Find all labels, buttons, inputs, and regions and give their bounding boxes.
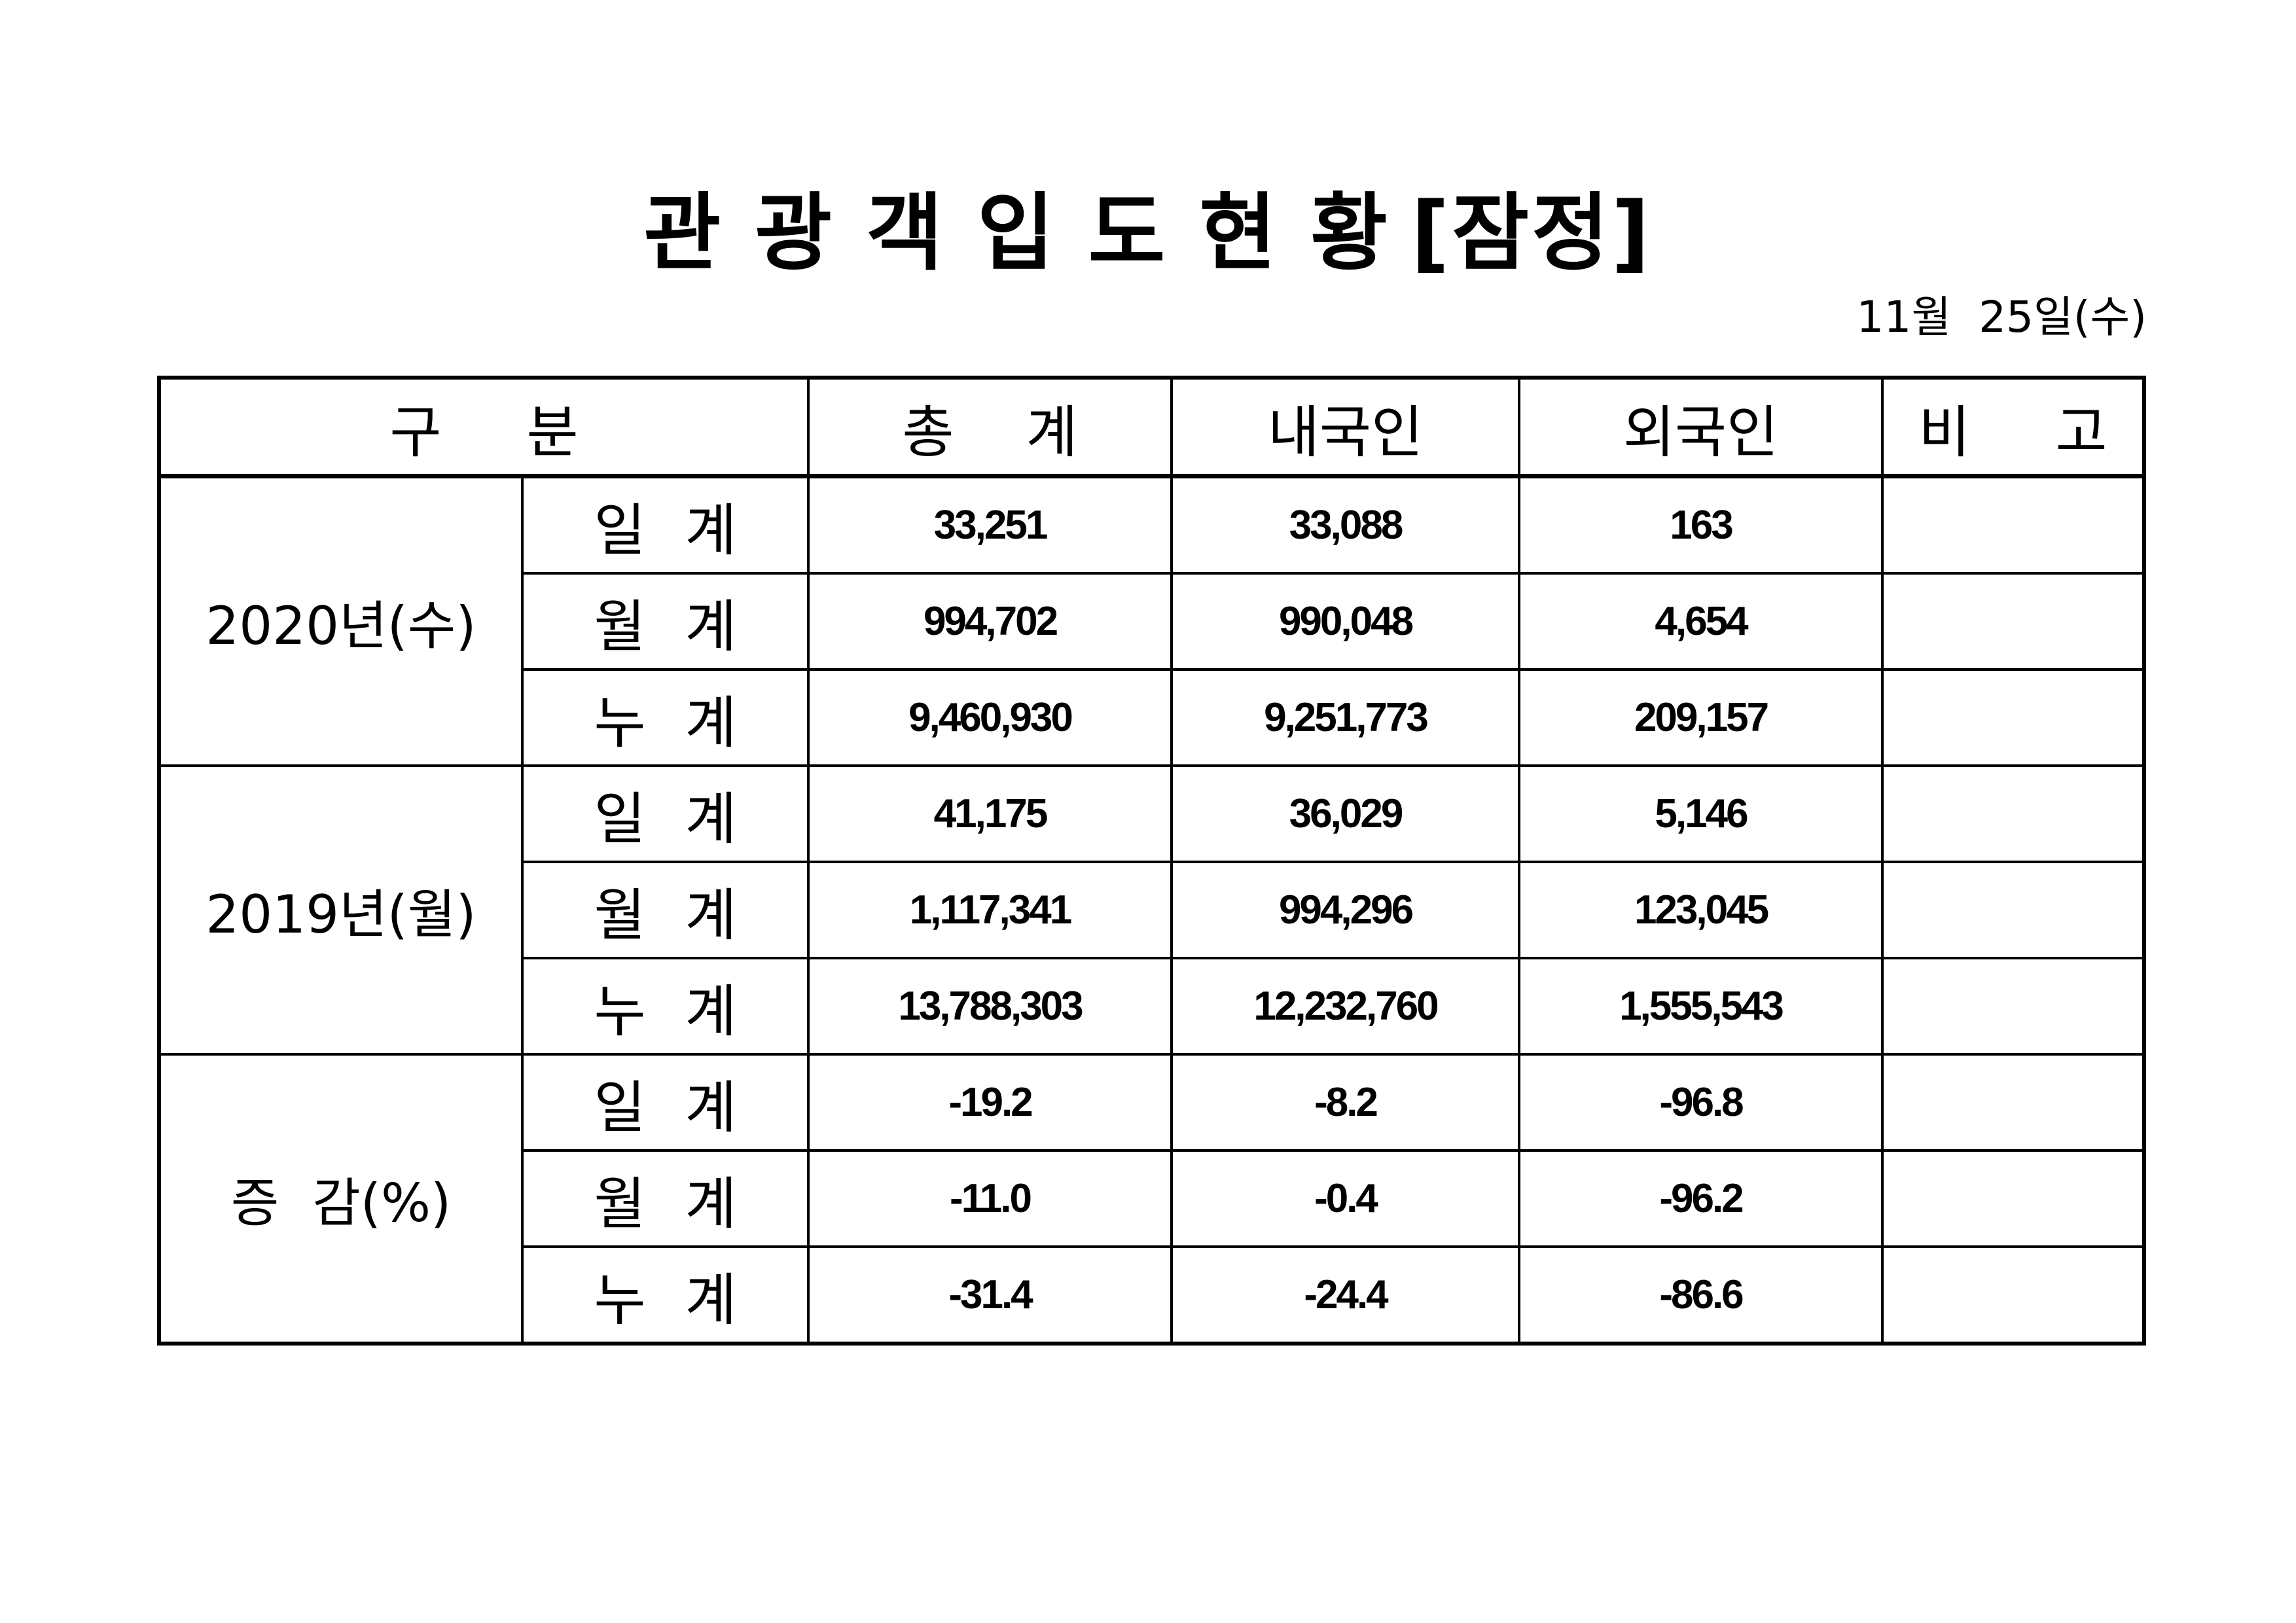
header-domestic: 내국인 [1170, 376, 1520, 478]
cell-domestic: 12,232,760 [1170, 957, 1520, 1056]
cell-foreign: 5,146 [1518, 764, 1884, 863]
cell-total: -11.0 [807, 1149, 1173, 1248]
title-char: 도 [1088, 185, 1168, 282]
group-label-2019: 2019년(월) [158, 764, 524, 1056]
cell-total: 994,702 [807, 572, 1173, 671]
cell-domestic: -0.4 [1170, 1149, 1520, 1248]
cell-domestic: -24.4 [1170, 1245, 1520, 1345]
title-char: 객 [866, 185, 946, 282]
group-label-change-percent: 증 감(%) [158, 1053, 524, 1345]
cell-total: -31.4 [807, 1245, 1173, 1345]
title-char: 광 [755, 185, 835, 282]
cell-domestic: 994,296 [1170, 861, 1520, 959]
cell-remarks [1881, 572, 2145, 671]
cell-foreign: 163 [1518, 474, 1884, 575]
cell-total: 33,251 [807, 474, 1173, 575]
cell-remarks [1881, 1149, 2145, 1248]
cell-remarks [1881, 764, 2145, 863]
report-date: 11월 25일(수) [1856, 292, 2147, 342]
cell-domestic: 33,088 [1170, 474, 1520, 575]
page-title: 관 광 객 입 도 현 황 [잠정] [0, 185, 2296, 283]
cell-remarks [1881, 668, 2145, 767]
cell-domestic: 990,048 [1170, 572, 1520, 671]
cell-total: 13,788,303 [807, 957, 1173, 1056]
cell-foreign: -96.8 [1518, 1053, 1884, 1152]
cell-foreign: 209,157 [1518, 668, 1884, 767]
group-label-2020: 2020년(수) [158, 474, 524, 767]
cell-domestic: 36,029 [1170, 764, 1520, 863]
title-char: 관 [643, 185, 724, 282]
header-foreign: 외국인 [1518, 376, 1884, 478]
cell-foreign: 123,045 [1518, 861, 1884, 959]
cell-remarks [1881, 1053, 2145, 1152]
cell-foreign: 4,654 [1518, 572, 1884, 671]
cell-domestic: -8.2 [1170, 1053, 1520, 1152]
cell-total: 41,175 [807, 764, 1173, 863]
cell-foreign: -86.6 [1518, 1245, 1884, 1345]
cell-foreign: -96.2 [1518, 1149, 1884, 1248]
title-char: 현 [1199, 185, 1280, 282]
title-char: 황 [1310, 185, 1390, 282]
cell-remarks [1881, 1245, 2145, 1345]
cell-remarks [1881, 474, 2145, 575]
cell-remarks [1881, 861, 2145, 959]
cell-total: -19.2 [807, 1053, 1173, 1152]
title-provisional: [잠정] [1410, 185, 1653, 282]
cell-foreign: 1,555,543 [1518, 957, 1884, 1056]
cell-total: 9,460,930 [807, 668, 1173, 767]
cell-total: 1,117,341 [807, 861, 1173, 959]
cell-remarks [1881, 957, 2145, 1056]
title-char: 입 [977, 185, 1057, 282]
cell-domestic: 9,251,773 [1170, 668, 1520, 767]
